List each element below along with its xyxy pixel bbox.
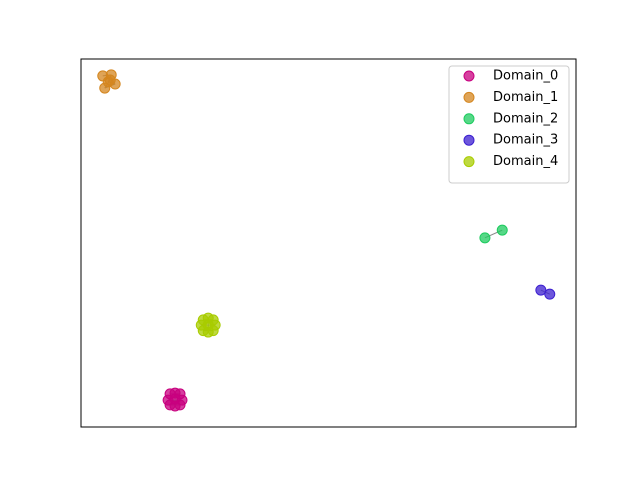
legend-label: Domain_3 [493,133,558,148]
point [99,82,111,94]
point [479,232,491,244]
legend-marker [463,70,475,82]
legend-label: Domain_0 [493,69,558,84]
legend-marker [463,113,475,125]
point [104,74,116,86]
legend-label: Domain_2 [493,111,558,126]
legend-marker [463,134,475,146]
legend-label: Domain_1 [493,90,558,105]
point [202,319,214,331]
point [544,288,556,300]
legend-marker [463,91,475,103]
point [496,224,508,236]
plot-frame [80,58,577,428]
point [169,393,181,405]
point [535,284,547,296]
legend-marker [463,156,475,168]
legend-box [448,65,570,184]
legend-label: Domain_4 [493,154,558,169]
